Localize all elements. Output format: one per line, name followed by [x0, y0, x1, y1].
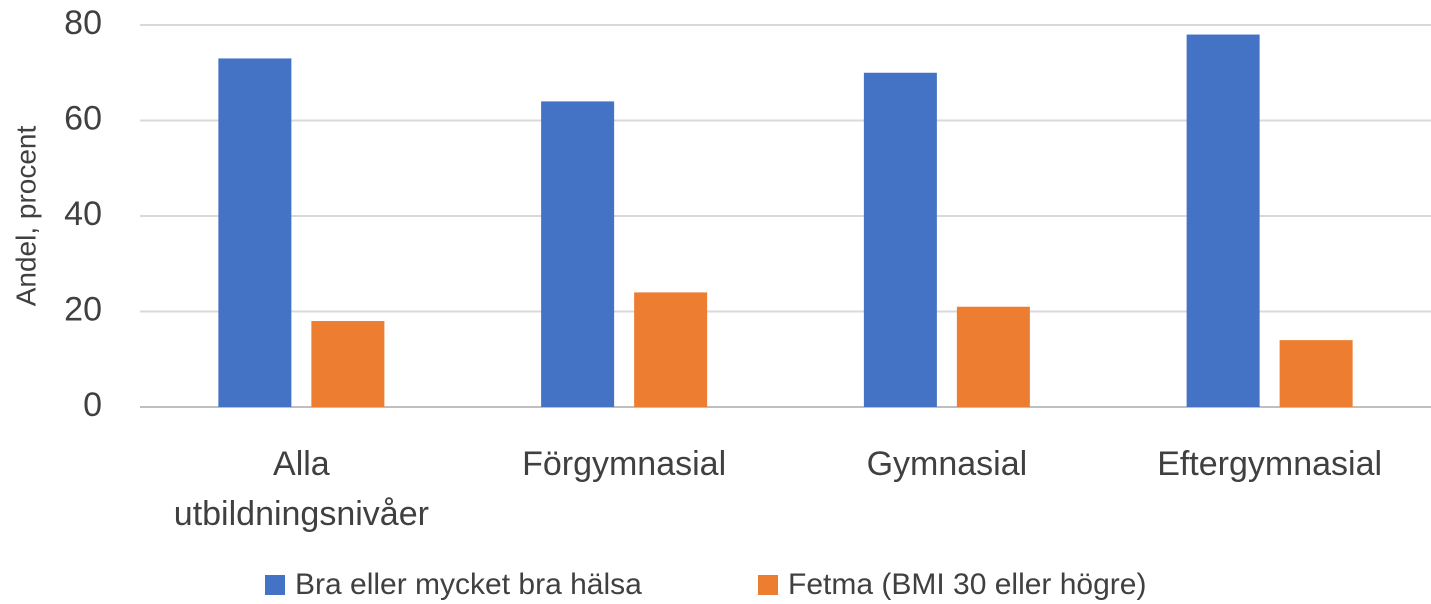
y-tick-label: 0 — [83, 386, 102, 424]
legend-label: Fetma (BMI 30 eller högre) — [788, 568, 1146, 601]
y-tick-label: 20 — [64, 290, 102, 328]
bar — [541, 101, 615, 408]
x-tick-label: Förgymnasial — [522, 445, 726, 483]
legend-swatch — [758, 575, 778, 595]
y-axis-label: Andel, procent — [10, 126, 41, 307]
bar — [634, 292, 708, 407]
legend-label: Bra eller mycket bra hälsa — [295, 568, 642, 601]
y-tick-label: 60 — [64, 99, 102, 137]
x-tick-label: Gymnasial — [867, 445, 1028, 483]
y-tick-label: 40 — [64, 195, 102, 233]
bar — [311, 321, 385, 407]
bar — [863, 72, 937, 407]
bar — [1186, 34, 1260, 408]
bar — [956, 306, 1030, 407]
bar — [218, 58, 292, 408]
legend-swatch — [265, 575, 285, 595]
x-tick-label: Eftergymnasial — [1157, 445, 1382, 483]
y-tick-label: 80 — [64, 4, 102, 42]
bar — [1279, 340, 1353, 407]
x-tick-label: Alla utbildningsnivåer — [174, 445, 429, 533]
